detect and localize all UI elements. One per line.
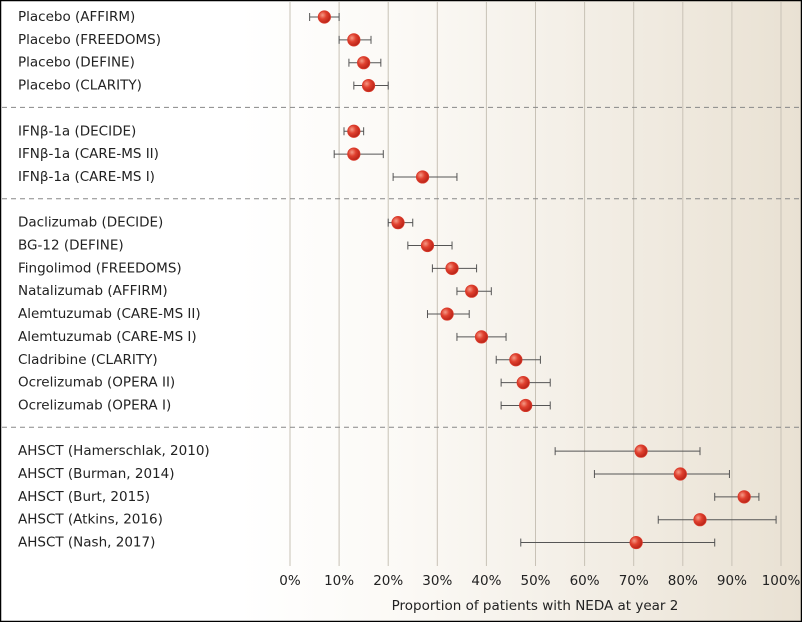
point: [361, 78, 376, 93]
point: [673, 467, 687, 481]
point: [347, 33, 361, 47]
x-tick-label: 90%: [717, 573, 747, 589]
x-tick-label: 20%: [373, 573, 403, 589]
point: [693, 513, 707, 527]
x-tick-label: 30%: [422, 573, 452, 589]
point: [317, 10, 331, 24]
row-label: IFNβ-1a (CARE-MS II): [18, 146, 159, 162]
x-tick-label: 0%: [279, 573, 301, 589]
row-label: Placebo (CLARITY): [18, 78, 142, 94]
point: [440, 307, 454, 321]
row-label: AHSCT (Nash, 2017): [18, 535, 155, 551]
row-label: Placebo (DEFINE): [18, 55, 135, 71]
point: [634, 444, 648, 458]
point: [347, 124, 361, 138]
point: [509, 353, 523, 367]
row-label: Cladribine (CLARITY): [18, 352, 158, 368]
point: [357, 56, 371, 70]
row-label: AHSCT (Burt, 2015): [18, 489, 150, 505]
x-tick-label: 70%: [619, 573, 649, 589]
point: [391, 216, 405, 230]
row-label: Ocrelizumab (OPERA I): [18, 397, 171, 413]
point: [629, 535, 643, 550]
row-label: AHSCT (Atkins, 2016): [18, 512, 163, 528]
x-tick-label: 80%: [668, 573, 698, 589]
row-label: Daclizumab (DECIDE): [18, 215, 163, 231]
point: [465, 284, 479, 298]
x-tick-label: 60%: [570, 573, 600, 589]
x-tick-label: 100%: [762, 573, 801, 589]
row-label: Alemtuzumab (CARE-MS II): [18, 306, 201, 322]
error-bar: [657, 515, 777, 524]
point: [445, 261, 459, 275]
point: [415, 170, 430, 184]
x-tick-label: 10%: [324, 573, 354, 589]
row-label: AHSCT (Hamerschlak, 2010): [18, 443, 210, 459]
row-label: IFNβ-1a (CARE-MS I): [18, 169, 155, 185]
point: [474, 330, 489, 344]
row-label: BG-12 (DEFINE): [18, 238, 124, 254]
point: [519, 398, 533, 413]
row-label: Placebo (AFFIRM): [18, 9, 135, 25]
error-bar: [554, 447, 701, 456]
x-tick-label: 40%: [471, 573, 501, 589]
error-bar: [593, 470, 730, 478]
row-label: IFNβ-1a (DECIDE): [18, 123, 136, 139]
row-label: Alemtuzumab (CARE-MS I): [18, 329, 197, 345]
row-label: Natalizumab (AFFIRM): [18, 283, 168, 299]
row-label: Fingolimod (FREEDOMS): [18, 260, 182, 276]
point: [420, 238, 435, 253]
point: [516, 375, 530, 390]
point: [737, 490, 751, 504]
x-axis-label: Proportion of patients with NEDA at year…: [392, 598, 679, 614]
point: [347, 147, 361, 161]
row-label: Ocrelizumab (OPERA II): [18, 375, 175, 391]
row-label: Placebo (FREEDOMS): [18, 32, 161, 48]
error-bar: [520, 538, 716, 547]
plot-background: [240, 1, 801, 621]
row-label: AHSCT (Burman, 2014): [18, 466, 175, 482]
x-tick-label: 50%: [520, 573, 550, 589]
error-bar: [714, 492, 760, 501]
